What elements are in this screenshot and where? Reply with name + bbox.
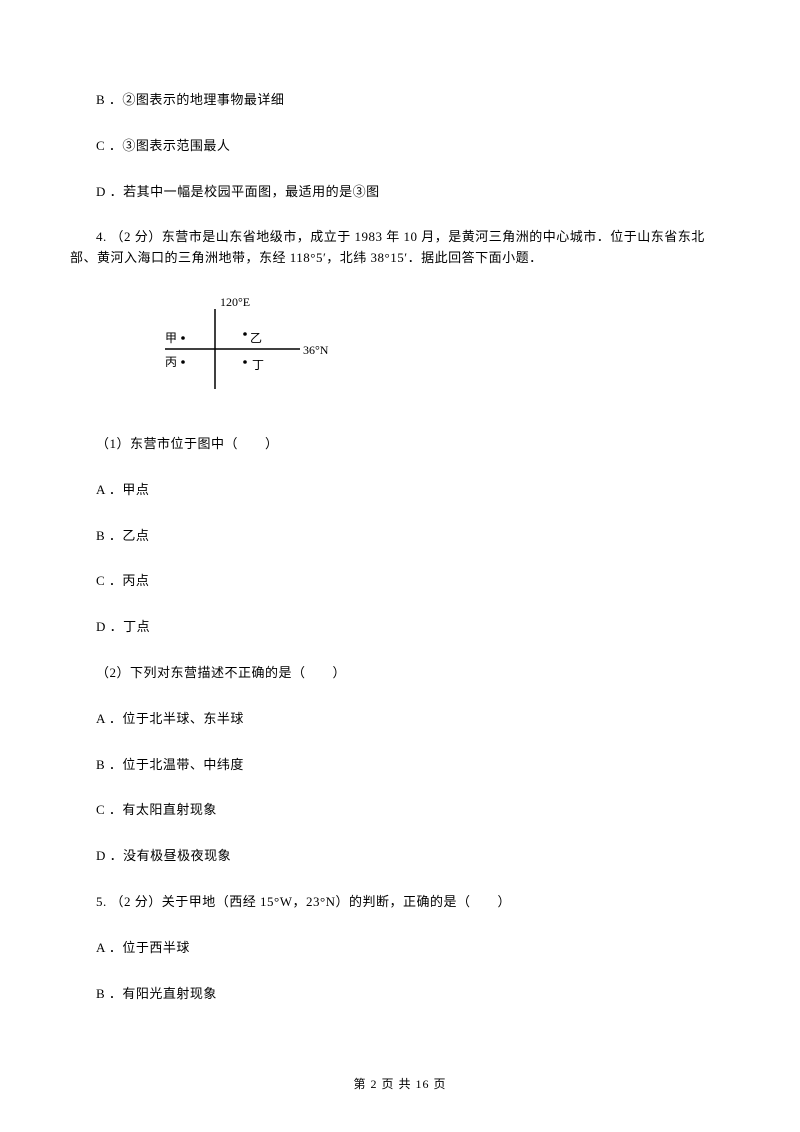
point-jia: 甲 xyxy=(165,331,177,345)
q4-sub1-a: A ．甲点 xyxy=(70,480,730,501)
q4-sub2-b: B ．位于北温带、中纬度 xyxy=(70,755,730,776)
prev-option-c: C ．③图表示范围最人 xyxy=(70,136,730,157)
point-ding: 丁 xyxy=(252,358,264,372)
q4-sub1-d: D ．丁点 xyxy=(70,617,730,638)
q4-sub1-c: C ．丙点 xyxy=(70,571,730,592)
diagram-svg: 120°E 36°N 甲 乙 丙 丁 xyxy=(160,294,340,404)
q5-b: B ．有阳光直射现象 xyxy=(70,984,730,1005)
dot-jia xyxy=(181,336,185,340)
page-footer: 第 2 页 共 16 页 xyxy=(0,1075,800,1092)
prev-option-b: B ．②图表示的地理事物最详细 xyxy=(70,90,730,111)
prev-option-d: D ．若其中一幅是校园平面图，最适用的是③图 xyxy=(70,182,730,203)
q4-sub1-b: B ．乙点 xyxy=(70,526,730,547)
point-yi: 乙 xyxy=(250,331,262,345)
q4-sub2-c: C ．有太阳直射现象 xyxy=(70,800,730,821)
lat-label: 36°N xyxy=(303,343,329,357)
coordinate-diagram: 120°E 36°N 甲 乙 丙 丁 xyxy=(160,294,340,404)
dot-yi xyxy=(243,332,247,336)
q5-stem: 5. （2 分）关于甲地（西经 15°W，23°N）的判断，正确的是（ ） xyxy=(70,892,730,913)
q4-sub2-stem: （2）下列对东营描述不正确的是（ ） xyxy=(70,663,730,684)
q5-a: A ．位于西半球 xyxy=(70,938,730,959)
q4-sub1-stem: （1）东营市位于图中（ ） xyxy=(70,434,730,455)
q4-stem: 4. （2 分）东营市是山东省地级市，成立于 1983 年 10 月，是黄河三角… xyxy=(70,227,730,269)
dot-ding xyxy=(243,360,247,364)
page-content: B ．②图表示的地理事物最详细 C ．③图表示范围最人 D ．若其中一幅是校园平… xyxy=(0,0,800,1004)
dot-bing xyxy=(181,360,185,364)
point-bing: 丙 xyxy=(165,355,177,369)
q4-sub2-d: D ．没有极昼极夜现象 xyxy=(70,846,730,867)
lon-label: 120°E xyxy=(220,295,250,309)
q4-sub2-a: A ．位于北半球、东半球 xyxy=(70,709,730,730)
